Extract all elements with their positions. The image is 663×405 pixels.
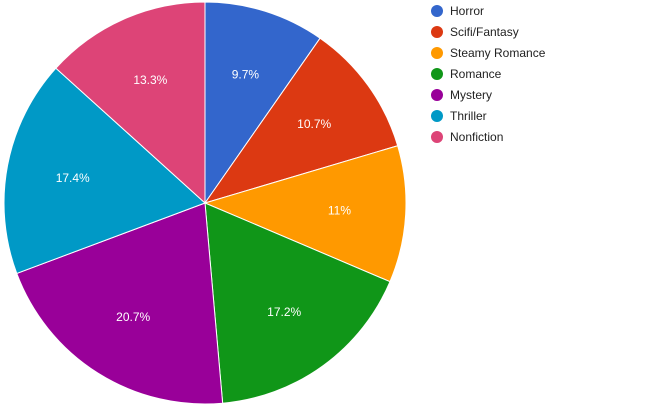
legend-swatch-icon xyxy=(431,109,443,122)
legend-swatch-icon xyxy=(431,67,443,80)
pie-slice-thriller[interactable] xyxy=(3,67,206,275)
slice-data-label: 10.7% xyxy=(297,117,331,131)
legend-label: Steamy Romance xyxy=(450,45,546,60)
legend-item[interactable]: Horror xyxy=(431,0,545,21)
legend-swatch-icon xyxy=(431,88,443,101)
pie-slice-mystery[interactable] xyxy=(16,202,224,405)
legend-swatch-icon xyxy=(431,25,443,38)
slice-data-label: 9.7% xyxy=(232,68,260,82)
legend-swatch-icon xyxy=(431,4,443,17)
pie-slice-nonfiction[interactable] xyxy=(55,1,206,205)
legend-swatch-icon xyxy=(431,46,443,59)
legend-label: Mystery xyxy=(450,87,492,102)
legend-item[interactable]: Steamy Romance xyxy=(431,42,545,63)
chart-legend: Horror Scifi/Fantasy Steamy Romance Romance… xyxy=(431,0,545,147)
legend-item[interactable]: Thriller xyxy=(431,105,545,126)
legend-label: Romance xyxy=(450,66,502,81)
slice-data-label: 11% xyxy=(328,204,351,218)
legend-label: Nonfiction xyxy=(450,129,504,144)
legend-label: Horror xyxy=(450,3,485,18)
legend-label: Scifi/Fantasy xyxy=(450,24,519,39)
legend-label: Thriller xyxy=(450,108,487,123)
legend-swatch-icon xyxy=(431,130,443,143)
legend-item[interactable]: Nonfiction xyxy=(431,126,545,147)
slice-data-label: 17.4% xyxy=(56,171,90,185)
pie-slice-steamy-romance[interactable] xyxy=(203,145,407,283)
legend-item[interactable]: Mystery xyxy=(431,84,545,105)
pie-slice-scifi-fantasy[interactable] xyxy=(203,37,399,204)
legend-item[interactable]: Romance xyxy=(431,63,545,84)
pie-slice-romance[interactable] xyxy=(204,202,391,404)
slice-data-label: 13.3% xyxy=(133,73,167,87)
slice-data-label: 17.2% xyxy=(267,305,301,319)
legend-item[interactable]: Scifi/Fantasy xyxy=(431,21,545,42)
pie-slice-horror[interactable] xyxy=(204,1,321,205)
slice-data-label: 20.7% xyxy=(116,310,150,324)
